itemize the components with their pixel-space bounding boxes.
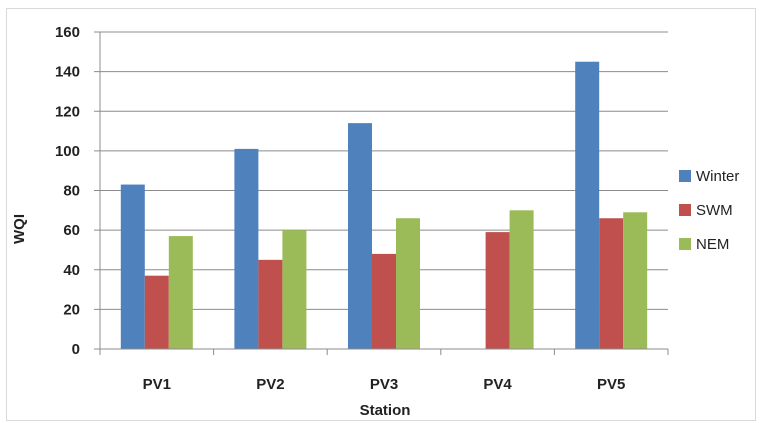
bar-winter-pv2: [234, 148, 259, 349]
legend-swatch-swm: [679, 204, 691, 216]
axes: [99, 32, 669, 355]
bar-nem-pv2: [282, 230, 307, 349]
y-tick-label: 0: [72, 341, 80, 358]
bar-nem-pv5: [623, 212, 648, 349]
bar-swm-pv5: [599, 218, 624, 349]
x-category-label: PV1: [143, 376, 171, 393]
bar-nem-pv4: [509, 210, 534, 349]
bars: [120, 61, 648, 349]
bar-swm-pv1: [144, 275, 169, 349]
x-category-label: PV2: [256, 376, 284, 393]
y-tick-label: 160: [55, 24, 80, 41]
bar-winter-pv1: [120, 184, 145, 349]
y-tick-label: 100: [55, 143, 80, 160]
y-tick-label: 140: [55, 64, 80, 81]
x-category-label: PV4: [483, 376, 512, 393]
y-axis-title: WQI: [11, 214, 28, 244]
bar-swm-pv2: [258, 259, 283, 349]
legend-label-nem: NEM: [696, 236, 729, 253]
legend-swatch-winter: [679, 170, 691, 182]
y-axis-ticks: 0 20 40 60 80 100 120 140 160: [55, 24, 100, 358]
grid-lines: [100, 31, 668, 310]
x-axis-categories: PV1 PV2 PV3 PV4 PV5: [143, 376, 626, 393]
x-category-label: PV5: [597, 376, 625, 393]
y-tick-label: 40: [63, 262, 80, 279]
y-tick-label: 60: [63, 222, 80, 239]
y-tick-label: 20: [63, 301, 80, 318]
x-category-label: PV3: [370, 376, 398, 393]
bar-swm-pv4: [485, 232, 510, 349]
bar-winter-pv5: [575, 61, 600, 349]
bar-nem-pv3: [396, 218, 420, 349]
bar-swm-pv3: [372, 253, 396, 349]
y-tick-label: 120: [55, 103, 80, 120]
bar-winter-pv3: [348, 123, 372, 349]
legend-label-winter: Winter: [696, 168, 739, 185]
bar-nem-pv1: [168, 236, 193, 349]
legend-swatch-nem: [679, 238, 691, 250]
legend: Winter SWM NEM: [679, 168, 739, 253]
x-axis-title: Station: [360, 402, 411, 419]
legend-label-swm: SWM: [696, 202, 733, 219]
y-tick-label: 80: [63, 183, 80, 200]
